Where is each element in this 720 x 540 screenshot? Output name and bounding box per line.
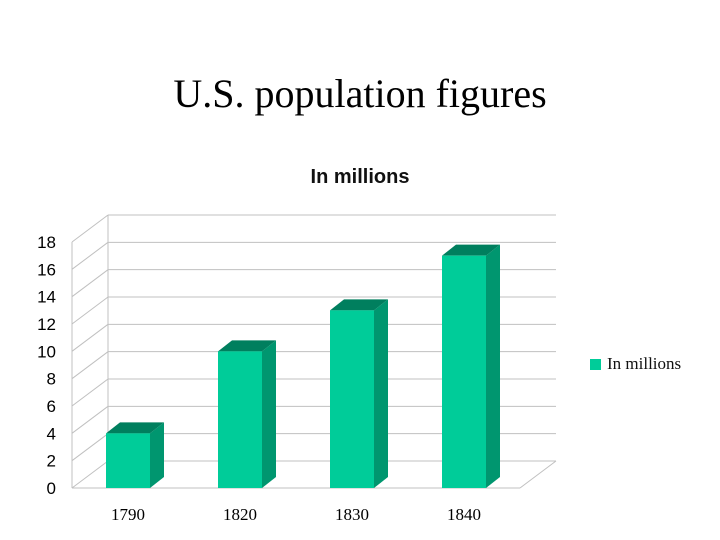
y-tick-label: 6 bbox=[47, 397, 56, 416]
gridline-depth bbox=[71, 351, 109, 380]
y-tick-label: 2 bbox=[47, 452, 56, 471]
chart-title: In millions bbox=[310, 166, 410, 188]
bar-front bbox=[442, 255, 486, 488]
chart-legend: In millions bbox=[590, 354, 681, 374]
y-tick-label: 4 bbox=[47, 424, 56, 443]
gridline-depth bbox=[71, 323, 109, 352]
gridline-depth bbox=[71, 214, 109, 243]
gridline-depth bbox=[71, 460, 109, 489]
bar-side bbox=[486, 244, 500, 488]
y-tick-label: 10 bbox=[37, 342, 56, 361]
bar-top bbox=[330, 299, 388, 311]
gridline-depth bbox=[71, 296, 109, 325]
bar-1840 bbox=[442, 244, 500, 488]
gridline-depth bbox=[71, 378, 109, 407]
bar-1790 bbox=[106, 422, 164, 488]
bar-side bbox=[150, 422, 164, 488]
y-tick-label: 14 bbox=[37, 288, 56, 307]
x-tick-label: 1790 bbox=[111, 505, 145, 524]
gridline-depth bbox=[71, 405, 109, 434]
bar-side bbox=[262, 340, 276, 488]
x-tick-label: 1840 bbox=[447, 505, 481, 524]
gridline-depth bbox=[71, 269, 109, 298]
x-tick-label: 1830 bbox=[335, 505, 369, 524]
bar-front bbox=[106, 433, 150, 488]
bar-front bbox=[330, 310, 374, 488]
floor-right-edge bbox=[519, 460, 557, 489]
y-tick-label: 16 bbox=[37, 260, 56, 279]
bar-top bbox=[106, 422, 164, 434]
gridline-depth bbox=[71, 241, 109, 270]
slide-title: U.S. population figures bbox=[173, 71, 547, 116]
legend-label: In millions bbox=[607, 354, 682, 373]
x-tick-label: 1820 bbox=[223, 505, 257, 524]
legend-swatch bbox=[590, 358, 601, 370]
y-tick-label: 18 bbox=[37, 233, 56, 252]
bar-top bbox=[218, 340, 276, 352]
bar-top bbox=[442, 244, 500, 256]
bar-front bbox=[218, 351, 262, 488]
y-tick-label: 0 bbox=[47, 479, 56, 498]
gridline-depth bbox=[71, 433, 109, 462]
bar-1820 bbox=[218, 340, 276, 488]
y-tick-label: 12 bbox=[37, 315, 56, 334]
bar-1830 bbox=[330, 299, 388, 488]
bar-side bbox=[374, 299, 388, 488]
y-tick-label: 8 bbox=[47, 370, 56, 389]
